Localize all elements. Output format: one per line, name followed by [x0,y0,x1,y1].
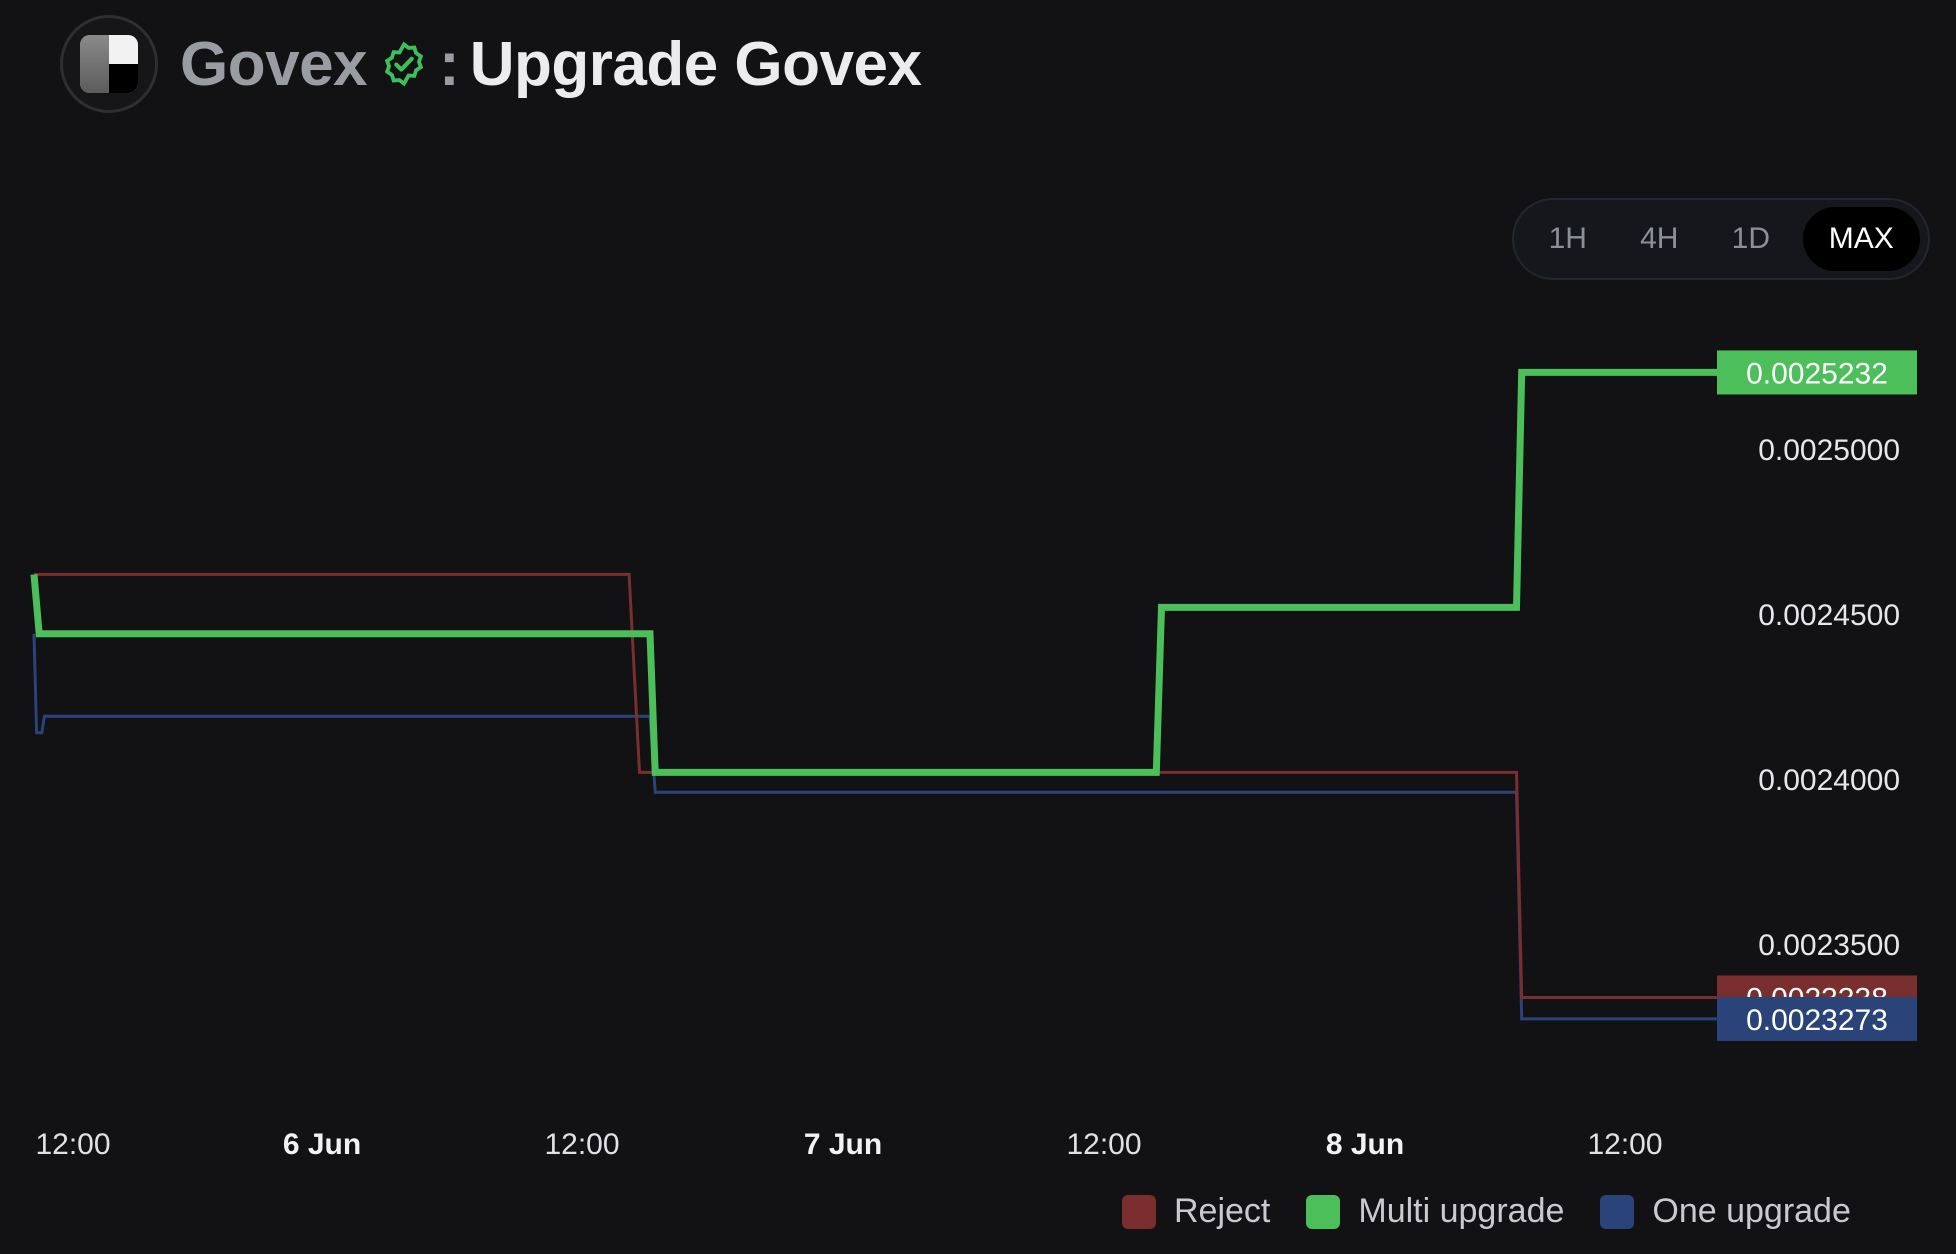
title-separator: : [439,29,460,99]
dao-name[interactable]: Govex [180,29,368,99]
y-tick-label: 0.0023500 [1758,929,1900,962]
timeframe-1d-button[interactable]: 1D [1731,222,1770,255]
legend-label-multi-upgrade: Multi upgrade [1358,1192,1565,1230]
timeframe-max-button[interactable]: MAX [1802,207,1920,271]
legend-label-one-upgrade: One upgrade [1652,1192,1851,1230]
y-tick-label: 0.0024000 [1758,764,1900,797]
x-tick-label: 8 Jun [1326,1128,1404,1161]
series-line-multi-upgrade [30,368,1747,776]
x-tick-label: 12:00 [1587,1128,1662,1161]
chart-legend: Reject Multi upgrade One upgrade [1122,1192,1887,1231]
verified-badge-icon [384,41,424,87]
legend-swatch-reject [1122,1194,1156,1229]
last-value-label-one-upgrade: 0.0023273 [1746,1004,1888,1037]
series-line-one-upgrade [32,633,1747,1021]
legend-item-reject[interactable]: Reject [1122,1192,1270,1231]
timeframe-selector: 1H 4H 1D MAX [1512,198,1930,280]
y-tick-label: 0.0025000 [1758,434,1900,467]
last-value-label-multi-upgrade: 0.0025232 [1746,357,1888,390]
last-value-badge-multi-upgrade [1717,350,1917,395]
legend-swatch-one-upgrade [1600,1194,1635,1229]
x-tick-label: 7 Jun [804,1128,882,1161]
y-tick-label: 0.0024500 [1758,599,1900,632]
page-header: Govex : Upgrade Govex [60,12,922,116]
legend-label-reject: Reject [1174,1192,1271,1230]
x-tick-label: 6 Jun [283,1128,361,1161]
timeframe-1h-button[interactable]: 1H [1548,222,1587,255]
legend-item-multi-upgrade[interactable]: Multi upgrade [1306,1192,1564,1231]
govex-logo-icon [80,35,138,93]
proposal-title: Upgrade Govex [469,29,922,99]
dao-avatar[interactable] [60,15,158,113]
x-tick-label: 12:00 [544,1128,619,1161]
x-tick-label: 12:00 [35,1128,110,1161]
series-line-reject [34,572,1747,999]
last-value-badge-one-upgrade [1717,996,1917,1041]
timeframe-4h-button[interactable]: 4H [1640,222,1679,255]
x-tick-label: 12:00 [1066,1128,1141,1161]
legend-item-one-upgrade[interactable]: One upgrade [1600,1192,1851,1231]
legend-swatch-multi-upgrade [1306,1194,1341,1229]
